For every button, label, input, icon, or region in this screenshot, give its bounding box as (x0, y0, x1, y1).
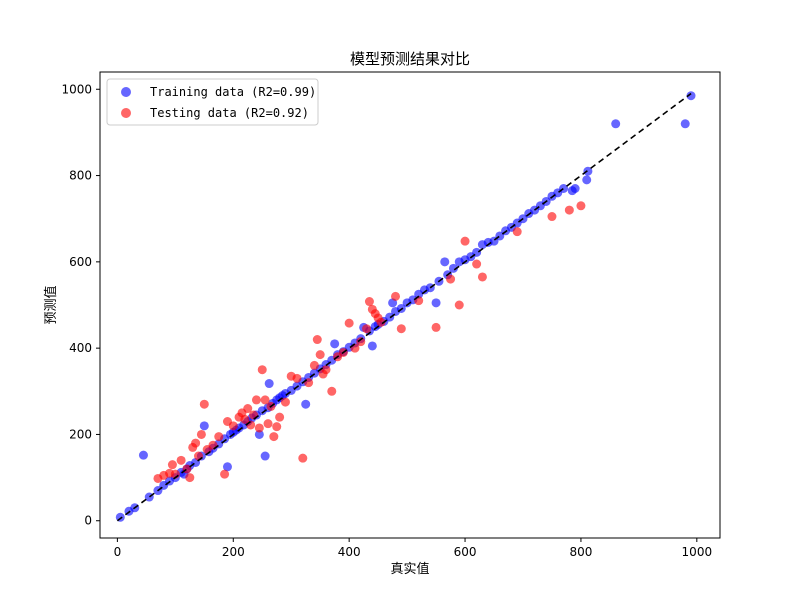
data-point (582, 175, 592, 185)
plot-frame (99, 71, 721, 539)
data-point (264, 379, 274, 389)
data-point (391, 291, 401, 301)
data-point (196, 429, 206, 439)
data-point (222, 462, 232, 472)
data-point (344, 318, 354, 328)
y-tick-label: 1000 (61, 82, 92, 96)
data-point (260, 451, 270, 461)
data-point (191, 438, 201, 448)
data-point (138, 450, 148, 460)
legend-label-testing: Testing data (R2=0.92) (150, 106, 309, 120)
data-point (477, 272, 487, 282)
data-point (176, 455, 186, 465)
x-axis-title: 真实值 (390, 561, 429, 577)
x-tick-label: 400 (338, 545, 361, 559)
chart-title: 模型预测结果对比 (350, 50, 470, 68)
x-tick-label: 200 (222, 545, 245, 559)
legend-label-training: Training data (R2=0.99) (150, 85, 316, 99)
data-point (301, 399, 311, 409)
data-point (454, 300, 464, 310)
y-tick-label: 600 (69, 255, 92, 269)
data-point (194, 451, 204, 461)
data-point (440, 257, 450, 267)
data-point (512, 227, 522, 237)
data-point (185, 473, 195, 483)
data-point (254, 423, 264, 433)
data-point (356, 337, 366, 347)
data-point (321, 365, 331, 375)
data-point (564, 205, 574, 215)
x-tick-label: 800 (569, 545, 592, 559)
data-point (330, 339, 340, 349)
legend-box (106, 78, 319, 126)
data-point (167, 460, 177, 470)
x-tick-label: 600 (454, 545, 477, 559)
data-point (292, 373, 302, 383)
legend-marker-testing (121, 108, 131, 118)
data-point (251, 395, 261, 405)
y-tick-label: 200 (69, 427, 92, 441)
data-point (414, 296, 424, 306)
data-point (254, 429, 264, 439)
data-point (376, 317, 386, 327)
data-point (208, 440, 218, 450)
y-tick-label: 800 (69, 169, 92, 183)
data-point (243, 404, 253, 414)
data-point (228, 421, 238, 431)
data-point (269, 432, 279, 442)
data-point (431, 322, 441, 332)
data-point (460, 236, 470, 246)
x-tick-label: 1000 (682, 545, 713, 559)
data-point (298, 453, 308, 463)
data-point (547, 212, 557, 222)
data-point (272, 422, 282, 432)
data-point (446, 274, 456, 284)
data-point (199, 399, 209, 409)
data-point (576, 201, 586, 211)
data-point (263, 419, 273, 429)
data-point (686, 91, 696, 101)
data-point (367, 341, 377, 351)
data-point (327, 386, 337, 396)
y-tick-label: 0 (84, 514, 92, 528)
data-point (583, 166, 593, 176)
data-point (315, 350, 325, 360)
y-axis-title: 预测值 (43, 285, 59, 324)
data-point (312, 335, 322, 345)
data-point (362, 324, 372, 334)
data-point (431, 298, 441, 308)
data-point (680, 119, 690, 129)
x-tick-label: 0 (114, 545, 122, 559)
data-point (280, 397, 290, 407)
data-point (275, 412, 285, 422)
data-point (570, 184, 580, 193)
data-point (304, 378, 314, 388)
data-point (115, 512, 125, 522)
data-point (220, 469, 230, 479)
legend-marker-training (121, 87, 131, 97)
data-point (199, 421, 209, 431)
data-point (364, 297, 374, 307)
data-point (611, 119, 621, 129)
data-point (472, 259, 482, 269)
data-point (257, 365, 267, 375)
data-point (249, 410, 259, 420)
legend: Training data (R2=0.99) Testing data (R2… (106, 78, 319, 126)
y-tick-label: 400 (69, 341, 92, 355)
data-point (260, 395, 270, 405)
data-point (240, 414, 250, 424)
data-point (309, 360, 319, 370)
data-point (448, 263, 458, 273)
data-point (214, 432, 224, 442)
data-point (396, 324, 406, 334)
